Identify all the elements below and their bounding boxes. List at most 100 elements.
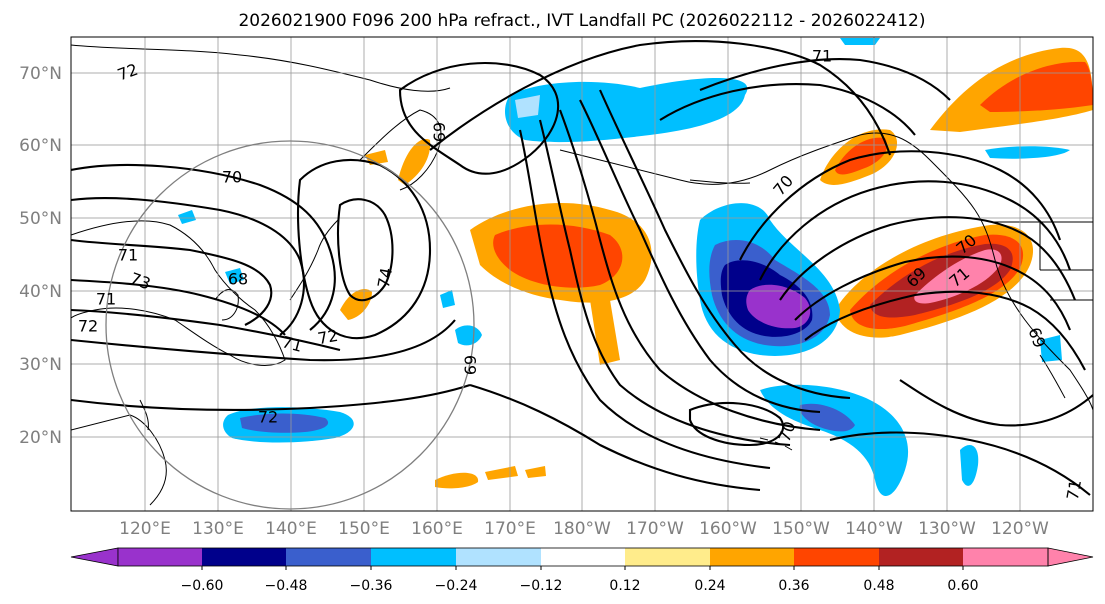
warm-okhotsk-patch <box>365 150 388 165</box>
lon-label: 120°E <box>119 519 171 539</box>
lon-label: 140°E <box>265 519 317 539</box>
contour-high-outer <box>398 61 560 175</box>
contour-label: 71 <box>96 290 116 309</box>
height-contours <box>71 40 1093 496</box>
colorbar-segment <box>625 548 710 566</box>
lat-label: 40°N <box>19 282 62 302</box>
contour-west-3 <box>71 238 273 326</box>
colorbar-segment <box>286 548 371 566</box>
colorbar-tick-label: −0.48 <box>265 578 308 594</box>
colorbar-segment <box>794 548 879 566</box>
warm-tail-central <box>590 300 620 365</box>
contour-hawaii-low <box>688 401 785 447</box>
warm-kamchatka-patch <box>398 139 431 185</box>
lat-label: 20°N <box>19 428 62 448</box>
coast-philippines <box>139 399 149 431</box>
contour-trough-3 <box>559 109 821 432</box>
cool-west-tropical-core <box>240 413 329 433</box>
contour-jet-a <box>739 150 1061 261</box>
contour-jet-d <box>794 255 1071 331</box>
colorbar-extend-max <box>1047 547 1094 567</box>
map-panel: 7271706971737268717274696970716970727170… <box>70 36 1094 512</box>
warm-nw-canada-core <box>980 61 1093 112</box>
contour-west-trough <box>71 197 305 336</box>
colorbar-segment <box>456 548 541 566</box>
contour-jet-f <box>699 58 951 101</box>
lon-label: 180°W <box>553 519 611 539</box>
contour-label: 72 <box>258 408 278 427</box>
coast-kamchatka <box>359 109 442 191</box>
coast-siberia <box>71 44 451 92</box>
colorbar-tick-label: −0.24 <box>435 578 478 594</box>
map-title: 2026021900 F096 200 hPa refract., IVT La… <box>238 11 925 31</box>
coast-west-na <box>974 209 1093 411</box>
contour-label: 68 <box>228 270 248 289</box>
cool-mid-pacific-3 <box>440 290 455 308</box>
colorbar-tick-label: 0.24 <box>694 578 725 594</box>
warm-tropical-west-3 <box>525 466 546 478</box>
colorbar-segment <box>879 548 963 566</box>
colorbar-frame <box>117 547 1049 567</box>
radius-circle <box>105 140 475 510</box>
contour-lower-west <box>71 384 471 411</box>
lon-label: 170°W <box>626 519 684 539</box>
contour-jet-b <box>759 180 1071 281</box>
colorbar-segment <box>963 548 1048 566</box>
warm-ar-ne-pacific-peak <box>914 249 1002 304</box>
contour-label: 70 <box>222 168 242 187</box>
lat-label: 50°N <box>19 209 62 229</box>
coast-asia <box>71 220 286 366</box>
colorbar-segment <box>371 548 456 566</box>
cool-sw-california <box>960 445 979 486</box>
cool-se-north-america <box>1040 335 1062 362</box>
contour-label: 71 <box>280 332 305 356</box>
cool-east-small <box>985 146 1070 159</box>
lon-label: 160°E <box>411 519 463 539</box>
contour-trough-2 <box>599 89 851 400</box>
lon-label: 130°E <box>192 519 244 539</box>
colorbar-tick-label: −0.60 <box>181 578 224 594</box>
colorbar-tick-label: 0.12 <box>609 578 640 594</box>
contour-closed-high <box>296 159 432 340</box>
colorbar-tick-label: −0.12 <box>520 578 563 594</box>
map-frame <box>70 36 1094 512</box>
lon-label: 130°W <box>918 519 976 539</box>
contour-jet-e <box>804 290 1086 371</box>
cool-central-pacific-peak <box>746 284 811 329</box>
cool-east-china <box>178 210 196 224</box>
lon-label: 170°E <box>484 519 536 539</box>
cool-hawaii-band <box>760 384 909 497</box>
contour-label: 71 <box>118 246 138 265</box>
colorbar-segment <box>710 548 794 566</box>
cool-sea-japan-dot <box>225 268 244 284</box>
coast-korea <box>214 289 239 321</box>
coast-aleutian <box>689 179 751 184</box>
colorbar-tick-label: 0.36 <box>778 578 809 594</box>
colorbar-segment <box>202 548 286 566</box>
colorbar-tick-label: 0.48 <box>863 578 894 594</box>
contour-label: 72 <box>78 317 98 336</box>
contour-east-dip <box>899 379 1093 427</box>
warm-tropical-west <box>435 472 479 489</box>
contour-west-5 <box>71 308 341 352</box>
colorbar <box>70 547 1094 567</box>
contour-label: 69 <box>430 122 449 142</box>
longitude-labels: 120°E 130°E 140°E 150°E 160°E 170°E 180°W 170°W… <box>119 519 1049 539</box>
lon-label: 150°W <box>772 519 830 539</box>
lon-label: 140°W <box>845 519 903 539</box>
coast-japan <box>289 219 339 301</box>
coast-baja <box>1039 354 1066 399</box>
lat-label: 60°N <box>19 136 62 156</box>
contour-closed-high-inner <box>337 198 394 302</box>
lon-label: 160°W <box>699 519 757 539</box>
contour-trough-5 <box>518 129 771 470</box>
contour-label: 71 <box>1063 478 1085 501</box>
contour-west-6 <box>71 319 456 362</box>
colorbar-tick-label: 0.60 <box>947 578 978 594</box>
contour-label: 72 <box>316 326 339 348</box>
contour-se <box>829 431 1091 496</box>
contour-trough-4 <box>538 119 791 447</box>
lon-label: 120°W <box>991 519 1049 539</box>
contour-big-high <box>429 40 891 156</box>
